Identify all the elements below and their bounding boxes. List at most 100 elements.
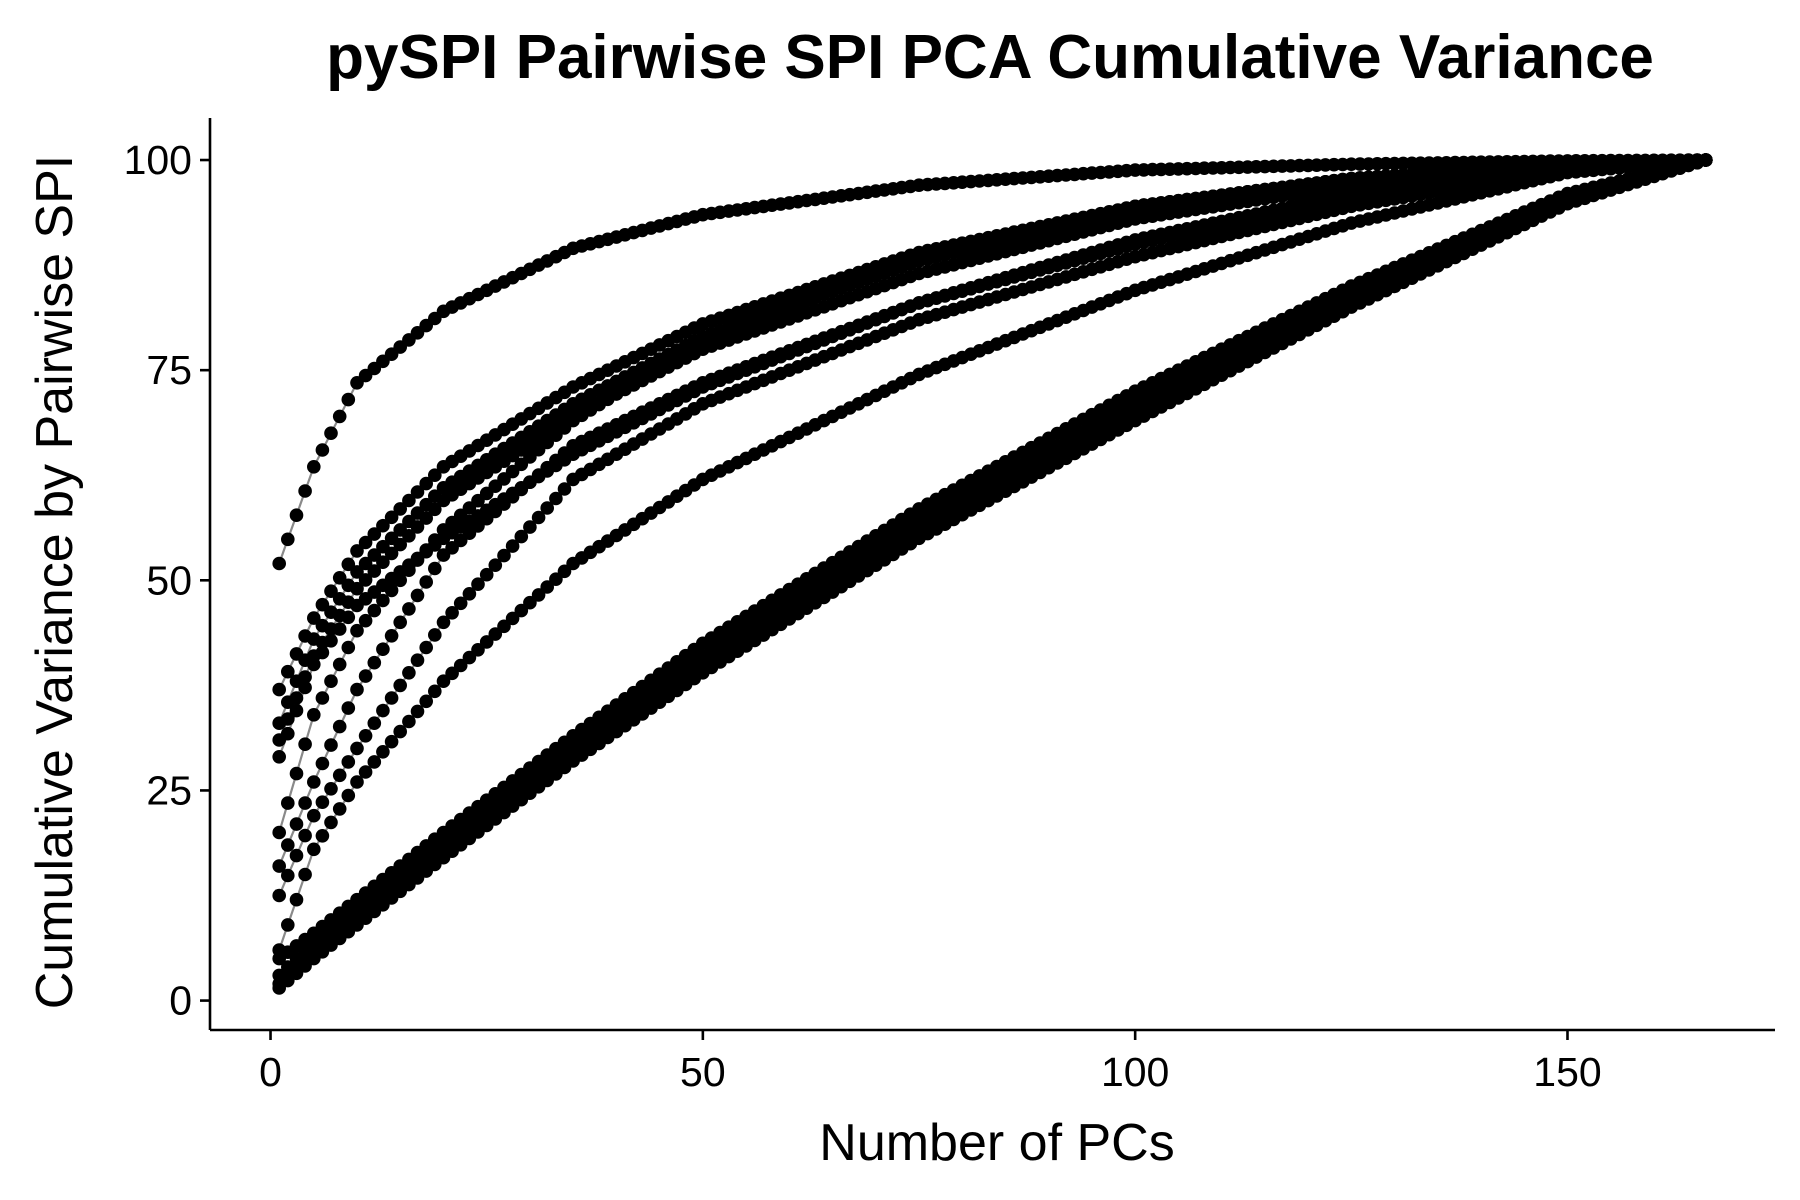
data-point — [488, 627, 503, 641]
data-point — [384, 510, 399, 525]
data-point — [281, 726, 295, 741]
data-point — [281, 868, 295, 883]
y-tick-label: 100 — [124, 137, 192, 183]
data-point — [393, 573, 408, 588]
data-point — [307, 775, 321, 789]
data-point — [358, 573, 373, 587]
data-point — [332, 802, 347, 816]
series-points-9 — [272, 153, 1713, 957]
data-point — [428, 468, 442, 483]
data-point — [540, 501, 554, 515]
data-point — [315, 829, 330, 843]
data-point — [531, 510, 546, 525]
data-point — [289, 703, 304, 718]
data-point — [497, 619, 511, 634]
data-point — [298, 680, 312, 695]
series-points-6 — [272, 153, 1713, 840]
data-point — [402, 602, 416, 616]
data-point — [272, 825, 287, 840]
data-point — [462, 587, 477, 601]
data-point — [358, 535, 373, 550]
x-axis-title: Number of PCs — [819, 1114, 1174, 1172]
chart-title: pySPI Pairwise SPI PCA Cumulative Varian… — [326, 23, 1654, 92]
data-point — [298, 867, 312, 882]
data-point — [341, 392, 356, 407]
data-point — [393, 502, 408, 516]
data-point — [549, 572, 563, 586]
data-point — [514, 603, 529, 618]
data-point — [315, 795, 330, 809]
data-point — [393, 537, 408, 552]
data-point — [471, 643, 485, 657]
data-point — [315, 645, 330, 660]
data-point — [376, 518, 390, 533]
data-point — [307, 708, 321, 722]
data-point — [445, 606, 459, 620]
data-point — [402, 563, 416, 577]
data-point — [298, 828, 312, 843]
data-point — [298, 737, 312, 751]
y-tick-label: 75 — [146, 347, 192, 393]
data-point — [402, 714, 416, 729]
data-point — [410, 520, 425, 534]
data-point — [479, 567, 494, 582]
data-point — [479, 635, 494, 649]
data-point — [298, 796, 312, 810]
data-point — [523, 520, 537, 534]
data-point — [436, 674, 451, 688]
series-points-13 — [272, 153, 1713, 995]
data-point — [376, 642, 390, 656]
data-point — [341, 755, 356, 769]
data-point — [402, 529, 416, 543]
data-point — [341, 701, 356, 715]
data-point — [332, 409, 347, 424]
data-point — [462, 650, 477, 665]
data-point — [324, 815, 338, 830]
data-point — [557, 564, 572, 579]
data-point — [505, 539, 520, 553]
y-tick-label: 0 — [169, 978, 192, 1024]
data-point — [410, 553, 425, 567]
data-point — [307, 842, 321, 857]
data-point — [376, 593, 390, 608]
data-point — [384, 734, 399, 749]
data-point — [384, 583, 399, 598]
data-point — [298, 484, 312, 498]
data-point — [428, 561, 442, 576]
data-point — [376, 703, 390, 718]
data-point — [428, 502, 442, 517]
x-tick-label: 50 — [680, 1049, 726, 1095]
data-point — [514, 529, 529, 544]
data-point — [410, 704, 425, 719]
data-point — [358, 729, 373, 743]
data-point — [324, 634, 338, 648]
data-point — [402, 666, 416, 680]
data-point — [358, 613, 373, 628]
data-point — [289, 508, 304, 522]
data-point — [419, 476, 434, 491]
data-point — [367, 564, 382, 578]
data-point — [376, 745, 390, 759]
data-point — [272, 682, 287, 697]
data-point — [384, 629, 399, 643]
data-point — [410, 588, 425, 603]
x-tick-label: 100 — [1101, 1049, 1169, 1095]
data-point — [367, 527, 382, 541]
data-point — [419, 511, 434, 525]
data-point — [384, 546, 399, 561]
data-point — [428, 533, 442, 547]
data-point — [298, 670, 312, 684]
x-tick-label: 150 — [1533, 1049, 1601, 1095]
data-point — [436, 615, 451, 630]
data-point — [367, 655, 382, 670]
data-point — [350, 581, 364, 596]
data-point — [289, 766, 304, 781]
data-point — [289, 848, 304, 863]
data-point — [332, 622, 347, 636]
y-tick-label: 50 — [146, 557, 192, 603]
data-point — [289, 892, 304, 907]
data-point — [367, 716, 382, 730]
data-point — [523, 595, 537, 610]
data-point — [393, 678, 408, 693]
